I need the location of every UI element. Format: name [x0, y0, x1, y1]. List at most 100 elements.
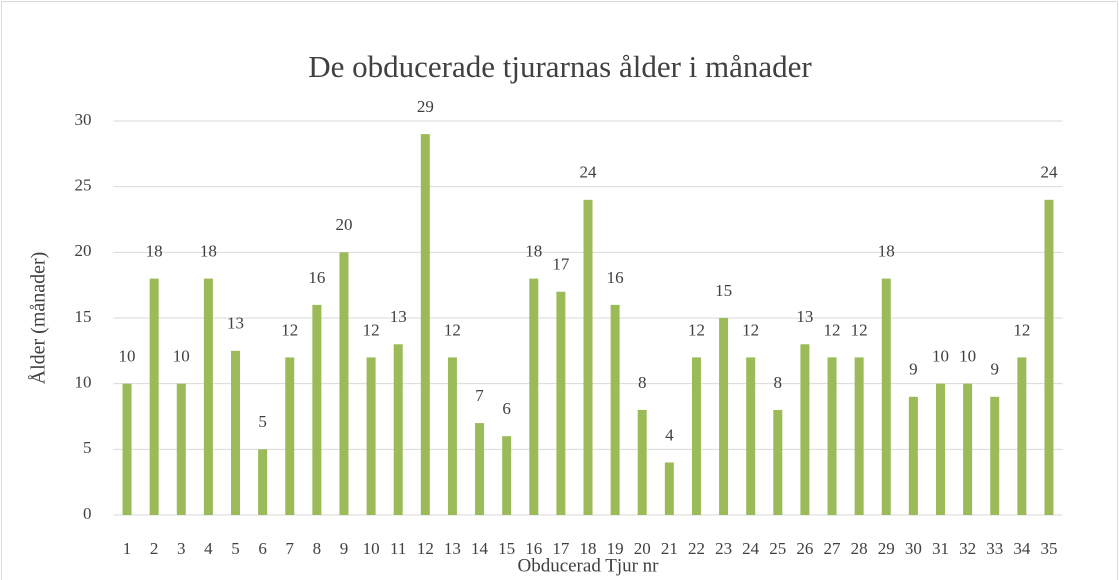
bar	[149, 278, 159, 515]
bar	[529, 278, 539, 515]
data-label: 24	[1040, 163, 1058, 182]
bar	[935, 383, 945, 515]
bar	[285, 357, 295, 515]
x-tick-label: 7	[285, 539, 294, 558]
x-tick-label: 32	[959, 539, 976, 558]
x-tick-label: 15	[498, 539, 515, 558]
data-label: 5	[258, 412, 267, 431]
x-tick-label: 26	[796, 539, 813, 558]
bar	[990, 396, 1000, 515]
data-label: 12	[851, 320, 868, 339]
bar	[963, 383, 973, 515]
x-tick-label: 25	[769, 539, 786, 558]
x-tick-label: 12	[417, 539, 434, 558]
bar	[258, 449, 268, 515]
bar	[475, 423, 485, 515]
bar	[176, 383, 186, 515]
chart-title: De obducerade tjurarnas ålder i månader	[308, 49, 812, 84]
data-label: 6	[502, 399, 511, 418]
bar	[908, 396, 918, 515]
data-label: 12	[1013, 320, 1030, 339]
x-tick-label: 8	[313, 539, 322, 558]
data-label: 16	[308, 268, 325, 287]
bar	[556, 291, 566, 515]
x-tick-label: 22	[688, 539, 705, 558]
data-label: 18	[878, 242, 895, 261]
data-label: 12	[444, 320, 461, 339]
bar	[122, 383, 132, 515]
data-label: 13	[227, 314, 244, 333]
x-tick-label: 17	[552, 539, 570, 558]
data-label: 10	[959, 347, 976, 366]
data-label: 18	[525, 242, 542, 261]
bar	[393, 344, 403, 515]
data-label: 10	[932, 347, 949, 366]
bar	[420, 134, 430, 515]
data-label: 20	[335, 215, 352, 234]
data-label: 18	[200, 242, 217, 261]
data-label: 24	[580, 163, 598, 182]
x-tick-label: 5	[231, 539, 240, 558]
bar	[746, 357, 756, 515]
data-label: 17	[552, 255, 570, 274]
bar	[203, 278, 213, 515]
x-tick-label: 11	[390, 539, 406, 558]
x-tick-label: 16	[525, 539, 542, 558]
y-tick-label: 15	[75, 307, 92, 326]
data-label: 8	[774, 373, 783, 392]
data-label: 12	[281, 320, 298, 339]
y-tick-label: 30	[75, 110, 92, 129]
bar	[637, 409, 647, 515]
bar	[719, 318, 729, 515]
y-axis-label: Ålder (månader)	[28, 252, 50, 385]
data-label: 4	[665, 425, 674, 444]
x-tick-label: 1	[123, 539, 132, 558]
x-tick-label: 35	[1040, 539, 1057, 558]
data-label: 12	[742, 320, 759, 339]
bar	[502, 436, 512, 515]
x-tick-label: 20	[634, 539, 651, 558]
x-axis-label: Obducerad Tjur nr	[517, 555, 659, 576]
x-tick-label: 21	[661, 539, 678, 558]
bar	[583, 199, 593, 516]
bar	[773, 409, 783, 515]
x-tick-label: 28	[851, 539, 868, 558]
x-tick-label: 2	[150, 539, 159, 558]
data-label: 29	[417, 97, 434, 116]
bar	[664, 462, 674, 515]
bar	[827, 357, 837, 515]
data-label: 12	[688, 320, 705, 339]
x-tick-label: 29	[878, 539, 895, 558]
x-tick-label: 30	[905, 539, 922, 558]
data-label: 7	[475, 386, 484, 405]
x-tick-label: 31	[932, 539, 949, 558]
x-tick-label: 13	[444, 539, 461, 558]
bar	[800, 344, 810, 515]
bar	[854, 357, 864, 515]
data-label: 12	[363, 320, 380, 339]
x-tick-label: 19	[607, 539, 624, 558]
data-label: 10	[173, 347, 190, 366]
bar	[312, 304, 322, 515]
data-label: 10	[119, 347, 136, 366]
bar	[1044, 199, 1054, 516]
data-label: 16	[607, 268, 624, 287]
x-tick-label: 34	[1013, 539, 1031, 558]
bar	[691, 357, 701, 515]
data-label: 15	[715, 281, 732, 300]
x-tick-label: 33	[986, 539, 1003, 558]
bar	[1017, 357, 1027, 515]
bar	[231, 350, 241, 515]
y-tick-label: 0	[83, 504, 92, 523]
bar	[366, 357, 376, 515]
x-tick-label: 24	[742, 539, 760, 558]
data-label: 9	[990, 360, 999, 379]
x-tick-label: 14	[471, 539, 489, 558]
x-tick-label: 3	[177, 539, 186, 558]
bar	[610, 304, 620, 515]
x-tick-label: 27	[824, 539, 842, 558]
x-tick-label: 10	[363, 539, 380, 558]
data-label: 13	[390, 307, 407, 326]
y-tick-label: 10	[75, 373, 92, 392]
